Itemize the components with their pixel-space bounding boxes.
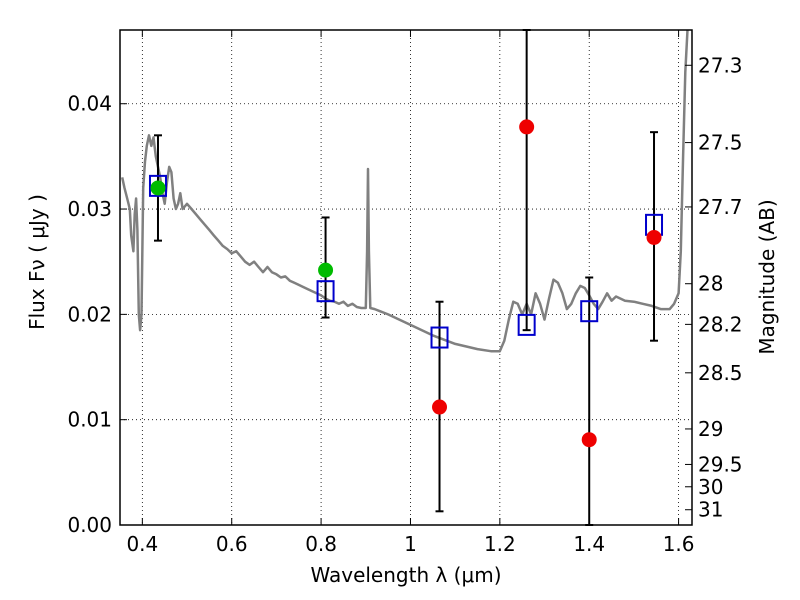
x-tick-label: 1.6 — [663, 532, 695, 556]
green-data-point — [318, 262, 334, 278]
x-tick-label: 1 — [404, 532, 417, 556]
y-axis-label: Flux Fν ( μJy ) — [25, 194, 49, 330]
green-data-point — [150, 180, 166, 196]
y-tick-label: 0.04 — [67, 92, 112, 116]
plot-frame — [119, 29, 693, 526]
mag-tick-label: 28 — [698, 272, 723, 296]
model-photometry-square — [316, 280, 335, 303]
axis-ticks: 0.4 0.6 0.8 1 1.2 1.4 1.6 0.00 0.01 0.02 0.03 0.04 2… — [67, 30, 743, 556]
mag-tick-label: 29.5 — [698, 452, 743, 476]
x-tick-label: 0.8 — [305, 532, 337, 556]
model-photometry-square — [148, 174, 167, 197]
red-data-point — [646, 229, 662, 245]
y-tick-label: 0.02 — [67, 302, 112, 326]
red-data-point — [432, 399, 448, 415]
model-photometry-square — [517, 313, 536, 336]
x-tick-label: 1.2 — [484, 532, 516, 556]
x-axis-label: Wavelength λ (μm) — [310, 563, 501, 587]
model-photometry-square — [430, 326, 449, 349]
mag-tick-label: 27.3 — [698, 53, 743, 77]
mag-tick-label: 28.2 — [698, 312, 743, 336]
model-photometry-square — [580, 300, 599, 323]
markers-layer — [148, 119, 664, 448]
x-tick-label: 0.4 — [126, 532, 158, 556]
y-axis-label-right: Magnitude (AB) — [755, 199, 779, 354]
mag-tick-label: 29 — [698, 417, 723, 441]
grid-lines — [120, 30, 692, 526]
y-tick-label: 0.00 — [67, 513, 112, 537]
mag-tick-label: 27.5 — [698, 131, 743, 155]
x-tick-label: 0.6 — [216, 532, 248, 556]
y-tick-label: 0.03 — [67, 197, 112, 221]
mag-tick-label: 30 — [698, 475, 723, 499]
y-tick-label: 0.01 — [67, 408, 112, 432]
red-data-point — [581, 432, 597, 448]
mag-tick-label: 31 — [698, 498, 723, 522]
error-bars-layer — [153, 29, 659, 526]
red-data-point — [519, 119, 535, 135]
mag-tick-label: 27.7 — [698, 195, 743, 219]
mag-tick-label: 28.5 — [698, 361, 743, 385]
model-spectrum-line — [120, 29, 689, 353]
x-tick-label: 1.4 — [573, 532, 605, 556]
model-spectrum-layer — [120, 29, 689, 353]
